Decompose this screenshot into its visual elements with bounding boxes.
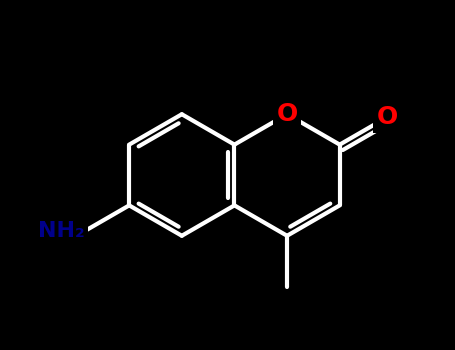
Text: O: O [277,102,298,126]
Text: NH₂: NH₂ [38,221,85,241]
Text: O: O [376,105,398,129]
